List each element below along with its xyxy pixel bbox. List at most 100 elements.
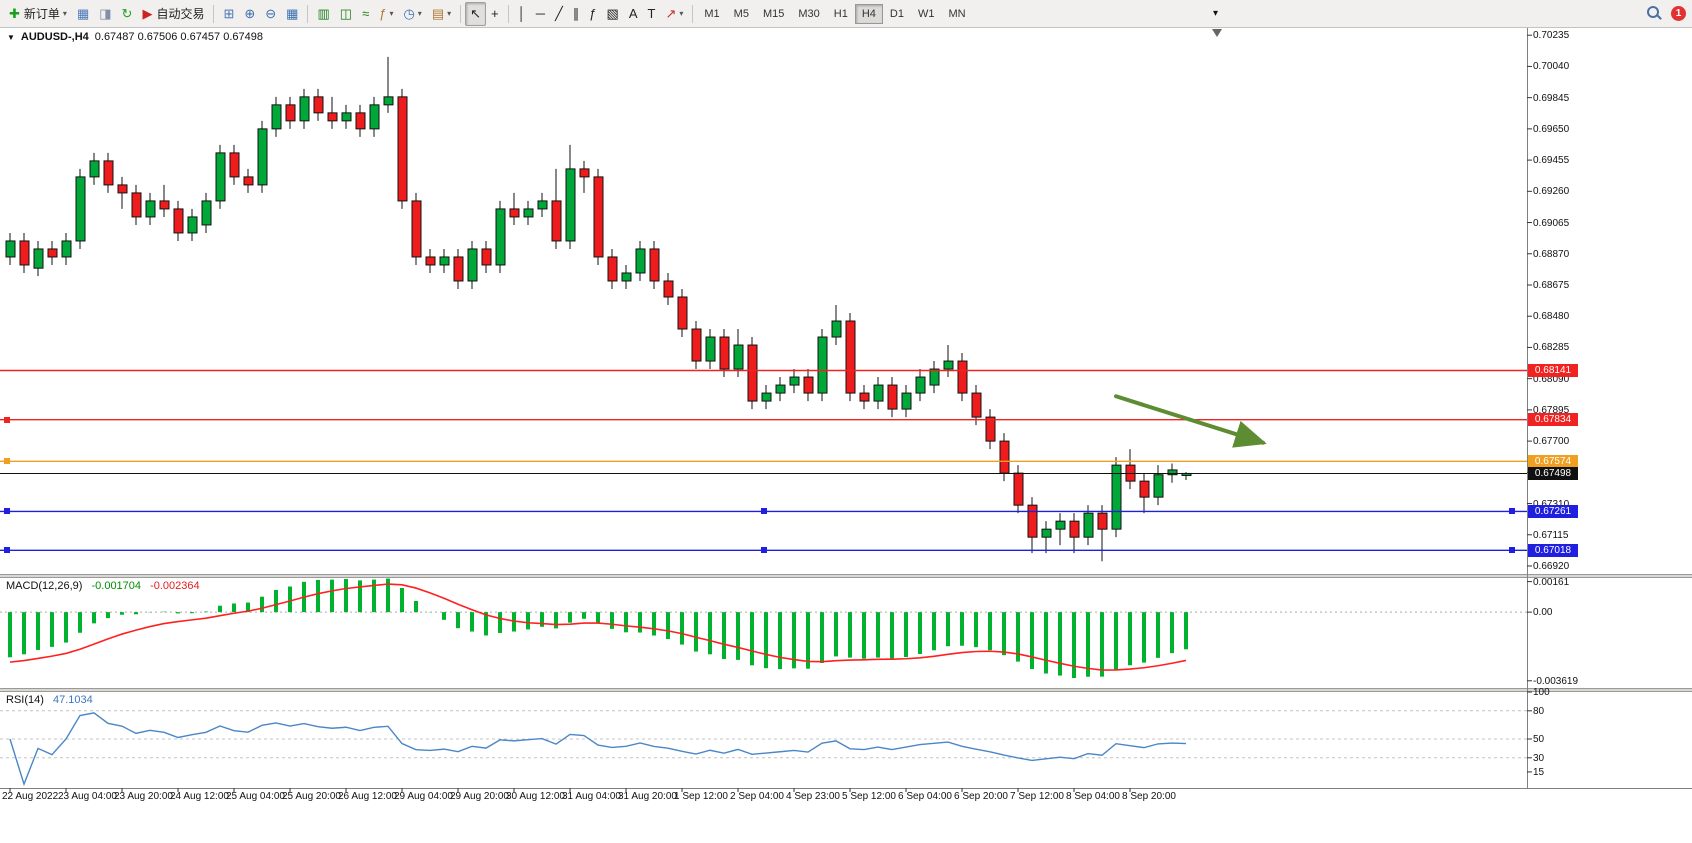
time-axis-label: 6 Sep 04:00	[898, 791, 952, 802]
resistance-line-2-tag[interactable]: 0.67834	[1528, 413, 1578, 427]
periods-icon: ◷	[403, 6, 415, 21]
new-chart-button[interactable]: ⊞	[218, 2, 239, 26]
price-axis-label: 0.70235	[1533, 30, 1570, 42]
cursor-button[interactable]: ↖	[465, 1, 487, 26]
timeframe-d1-button[interactable]: D1	[889, 7, 904, 20]
symbol-period-label: AUDUSD-,H4	[20, 31, 89, 43]
time-axis-label: 6 Sep 20:00	[954, 791, 1008, 802]
support-line-1-handle-left[interactable]	[4, 508, 10, 515]
trend-arrow-object[interactable]	[1114, 394, 1267, 448]
indicators-button[interactable]: ƒ ▾	[374, 2, 398, 26]
crosshair-button[interactable]: +	[486, 2, 504, 26]
support-line-2-handle-left[interactable]	[4, 547, 10, 554]
arrow-object-icon: ↗	[665, 6, 677, 21]
charts-button[interactable]: ▦	[72, 2, 94, 26]
channel-icon: ∥	[572, 6, 580, 21]
time-axis-label: 26 Aug 12:00	[338, 791, 397, 802]
bar-chart-window-icon: ▦	[76, 6, 90, 21]
time-axis-label: 5 Sep 12:00	[842, 791, 896, 802]
support-line-1-handle-center[interactable]	[760, 508, 767, 515]
line-chart-button[interactable]: ≈	[357, 2, 374, 26]
text-label-button[interactable]: T	[643, 2, 661, 26]
support-line-1-tag[interactable]: 0.67261	[1528, 504, 1578, 518]
timeframe-m5-button[interactable]: M5	[733, 7, 749, 20]
pivot-line-tag[interactable]: 0.67574	[1528, 454, 1578, 468]
dropdown-caret-icon: ▾	[389, 9, 394, 18]
price-axis-label: 0.66920	[1533, 560, 1570, 572]
vertical-line-icon: │	[517, 6, 526, 21]
channel-button[interactable]: ∥	[568, 2, 585, 26]
price-axis-label: 0.68870	[1533, 248, 1570, 260]
price-axis-label: 0.67895	[1533, 404, 1570, 416]
macd-signal-value: -0.002364	[150, 580, 200, 592]
notification-badge[interactable]: 1	[1671, 5, 1686, 21]
price-axis-label: 0.68675	[1533, 279, 1570, 291]
fibonacci-icon: ƒ	[589, 6, 597, 21]
macd-label: MACD(12,26,9) -0.001704 -0.002364	[6, 580, 200, 592]
resistance-line-2-handle-left[interactable]	[4, 416, 10, 423]
resistance-line-1-tag[interactable]: 0.68141	[1528, 363, 1578, 377]
timeframe-h4-button[interactable]: H4	[854, 3, 883, 24]
zoom-out-button[interactable]: ⊖	[260, 2, 281, 26]
toolbar-overflow-icon[interactable]: ▾	[1213, 8, 1219, 19]
current-price-line-tag[interactable]: 0.67498	[1528, 466, 1578, 480]
timeframe-m1-button[interactable]: M1	[704, 7, 720, 20]
macd-main-value: -0.001704	[91, 580, 142, 592]
candlestick-chart-icon: ◫	[339, 6, 353, 21]
chart-shift-marker[interactable]	[1212, 29, 1222, 37]
toolbar-separator	[692, 4, 694, 23]
support-line-2-handle-center[interactable]	[760, 547, 767, 554]
periods-button[interactable]: ◷ ▾	[398, 2, 426, 26]
timeframe-m15-button[interactable]: M15	[762, 7, 785, 20]
price-axis-label: 0.70040	[1533, 61, 1570, 73]
time-axis-label: 4 Sep 23:00	[786, 791, 840, 802]
bar-chart-button[interactable]: ▥	[312, 2, 334, 26]
dropdown-caret-icon: ▾	[447, 9, 452, 18]
time-axis-label: 8 Sep 20:00	[1122, 791, 1176, 802]
refresh-button[interactable]: ↻	[117, 2, 138, 26]
price-axis-label: 0.69260	[1533, 186, 1570, 198]
price-axis-label: 0.67115	[1533, 529, 1569, 541]
new-chart-icon: ⊞	[223, 6, 235, 21]
timeframe-h1-button[interactable]: H1	[833, 7, 848, 20]
timeframe-m30-button[interactable]: M30	[798, 7, 820, 20]
trendline-button[interactable]: ╱	[550, 2, 568, 26]
data-window-button[interactable]: ▦	[281, 2, 303, 26]
search-icon[interactable]	[1646, 5, 1662, 21]
new-order-button[interactable]: ✚ 新订单 ▾	[4, 2, 72, 26]
price-axis-label: 0.69845	[1533, 92, 1570, 104]
support-line-1-handle-right[interactable]	[1509, 508, 1515, 515]
timeframe-w1-button[interactable]: W1	[917, 7, 935, 20]
autotrading-button[interactable]: ▶ 自动交易	[137, 2, 209, 26]
time-axis-label: 29 Aug 20:00	[450, 791, 509, 802]
profiles-button[interactable]: ◨	[94, 2, 116, 26]
shapes-button[interactable]: ▧	[602, 2, 624, 26]
candlestick-series	[5, 56, 1192, 562]
templates-button[interactable]: ▤ ▾	[427, 2, 456, 26]
autotrading-button-label: 自动交易	[156, 7, 205, 21]
time-axis-label: 8 Sep 04:00	[1066, 791, 1120, 802]
time-axis-label: 23 Aug 20:00	[114, 791, 173, 802]
rsi-value: 47.1034	[52, 694, 93, 706]
chart-corner-label: ▼ AUDUSD-,H4 0.67487 0.67506 0.67457 0.6…	[7, 31, 263, 43]
dropdown-caret-icon: ▾	[417, 9, 422, 18]
one-click-trading-toggle[interactable]: ▼	[7, 32, 15, 42]
ohlc-values: 0.67487 0.67506 0.67457 0.67498	[94, 31, 263, 43]
zoom-out-icon: ⊖	[265, 6, 277, 21]
timeframe-mn-button[interactable]: MN	[948, 7, 966, 20]
macd-signal-line	[9, 583, 1187, 671]
rsi-axis-label: 30	[1533, 752, 1545, 764]
vertical-line-button[interactable]: │	[513, 2, 531, 26]
arrows-button[interactable]: ↗ ▾	[660, 2, 688, 26]
zoom-in-button[interactable]: ⊕	[239, 2, 260, 26]
support-line-2-tag[interactable]: 0.67018	[1528, 543, 1578, 557]
text-button[interactable]: A	[624, 2, 643, 26]
fibonacci-button[interactable]: ƒ	[584, 2, 601, 26]
pivot-line-handle-left[interactable]	[4, 458, 10, 465]
time-axis-label: 22 Aug 2022	[2, 791, 59, 802]
support-line-2-handle-right[interactable]	[1509, 547, 1515, 554]
horizontal-line-button[interactable]: ─	[531, 2, 550, 26]
candlestick-chart-button[interactable]: ◫	[335, 2, 357, 26]
